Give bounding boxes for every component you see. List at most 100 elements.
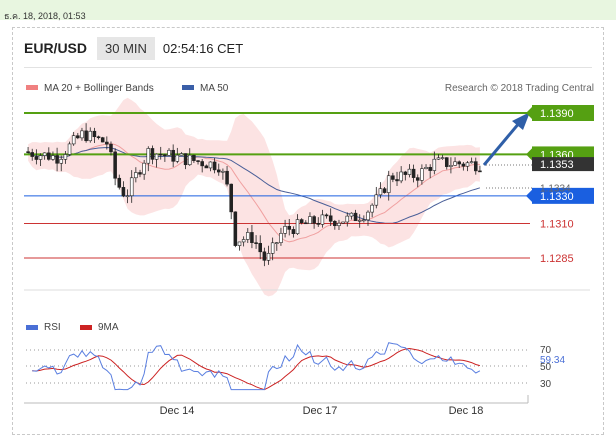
candle-body — [328, 215, 333, 222]
candle-body — [461, 163, 466, 167]
ma50-legend-label: MA 50 — [200, 83, 229, 94]
header-divider — [24, 67, 592, 68]
timestamp-bar: ธ.ค. 18, 2018, 01:53 — [0, 0, 616, 21]
candle-body — [262, 251, 267, 261]
candle-body — [295, 219, 300, 234]
candle-body — [395, 179, 399, 182]
chart-header: EUR/USD 30 MIN 02:54:16 CET — [24, 35, 243, 61]
candle-body — [374, 194, 379, 206]
rsi-last-value: 59.34 — [540, 355, 565, 366]
candle-body — [270, 242, 275, 254]
candle-body — [453, 161, 457, 166]
candle-body — [233, 211, 238, 246]
level-label-4: 1.1285 — [540, 253, 574, 265]
candle-body — [129, 177, 134, 197]
x-label-dec18: Dec 18 — [449, 405, 484, 417]
candle-body — [76, 135, 80, 139]
candle-body — [337, 222, 341, 227]
rsi-tick-70: 70 — [540, 345, 552, 356]
candle-body — [320, 214, 325, 225]
ma20-legend-swatch — [26, 85, 38, 90]
candle-body — [208, 161, 213, 169]
candle-body — [71, 135, 76, 145]
candle-body — [457, 161, 461, 165]
ma50-value-label: 1.1334 — [540, 183, 571, 194]
candle-body — [225, 170, 229, 185]
candle-body — [357, 219, 362, 222]
candle-body — [283, 226, 287, 234]
candle-body — [221, 170, 225, 173]
forecast-arrowhead — [512, 112, 530, 130]
candle-body — [424, 167, 428, 170]
candle-body — [121, 187, 126, 197]
candle-body — [163, 154, 167, 157]
ma20-line — [27, 143, 480, 243]
candle-body — [341, 221, 345, 224]
research-credit: Research © 2018 Trading Central — [445, 83, 594, 94]
rsi-legend-swatch — [26, 325, 38, 330]
candle-body — [316, 223, 321, 225]
currency-pair: EUR/USD — [24, 40, 88, 56]
candle-body — [125, 195, 130, 198]
candle-body — [88, 130, 93, 142]
candle-body — [55, 155, 59, 164]
candle-body — [432, 158, 437, 171]
candle-body — [100, 137, 105, 143]
candle-body — [80, 130, 84, 139]
candle-body — [444, 157, 449, 167]
candle-body — [216, 169, 221, 173]
candle-body — [345, 215, 350, 223]
candle-body — [237, 241, 242, 246]
candle-body — [38, 155, 43, 160]
candle-body — [34, 156, 39, 160]
candle-body — [246, 232, 250, 240]
candle-body — [266, 253, 271, 261]
candle-body — [113, 151, 117, 179]
x-label-dec17: Dec 17 — [303, 405, 338, 417]
candle-body — [324, 214, 329, 217]
candle-body — [308, 216, 312, 224]
candle-body — [96, 136, 101, 139]
candle-body — [428, 167, 432, 171]
rsi-line — [32, 342, 481, 391]
candle-body — [51, 155, 55, 160]
timeframe-badge[interactable]: 30 MIN — [97, 36, 155, 60]
candle-body — [109, 143, 113, 153]
candle-body — [138, 172, 142, 175]
candle-body — [241, 239, 246, 243]
candle-body — [279, 233, 283, 243]
ma20-legend-label: MA 20 + Bollinger Bands — [44, 83, 154, 94]
candle-body — [399, 171, 403, 182]
candle-body — [349, 212, 354, 217]
candle-body — [378, 188, 383, 196]
candle-body — [167, 149, 171, 156]
candle-body — [183, 153, 188, 166]
ma50-legend-swatch — [182, 85, 194, 90]
candle-body — [67, 143, 72, 155]
candle-body — [469, 161, 474, 164]
level-tag-pointer-0 — [526, 107, 532, 119]
candle-body — [411, 168, 416, 178]
candle-body — [171, 149, 175, 162]
candle-body — [465, 162, 470, 167]
candle-body — [92, 130, 97, 138]
candle-body — [158, 153, 163, 156]
candle-body — [47, 152, 51, 160]
level-tag-pointer-2 — [526, 189, 532, 202]
candle-body — [250, 232, 254, 243]
ma9-legend-swatch — [80, 325, 92, 330]
candle-body — [291, 229, 296, 234]
chart-frame — [12, 27, 604, 435]
candle-body — [362, 219, 366, 222]
forecast-arrow — [482, 121, 522, 166]
candle-body — [117, 177, 122, 188]
ma50-line — [27, 146, 481, 224]
candle-body — [312, 216, 316, 224]
candle-body — [449, 165, 453, 167]
candle-body — [30, 152, 34, 157]
timestamp: ธ.ค. 18, 2018, 01:53 — [4, 11, 86, 21]
candle-body — [478, 170, 482, 173]
candle-body — [391, 175, 395, 180]
rsi-legend-label: RSI — [44, 322, 61, 333]
candle-body — [333, 221, 337, 227]
